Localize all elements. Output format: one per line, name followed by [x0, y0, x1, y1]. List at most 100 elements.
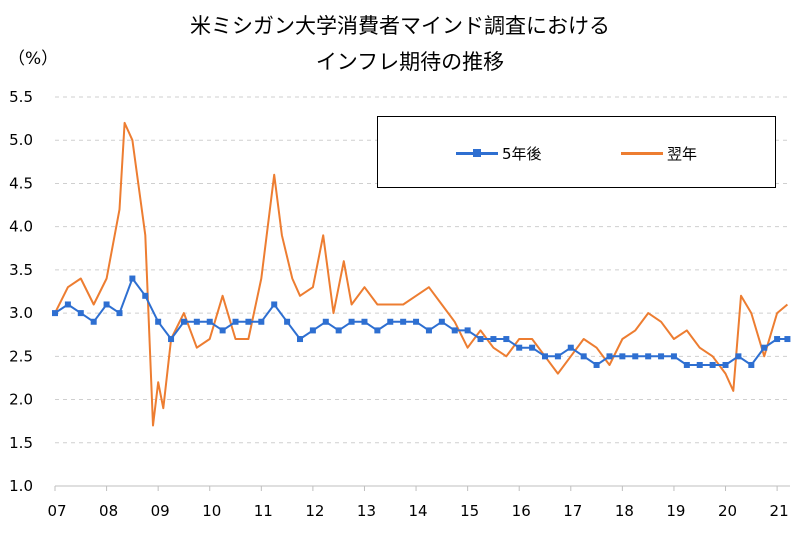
data-point-5y [683, 361, 690, 368]
x-tick-label: 19 [666, 502, 685, 520]
data-point-5y [193, 318, 200, 325]
data-point-5y [322, 318, 329, 325]
x-tick-label: 13 [357, 502, 376, 520]
y-axis-ticks: 1.0 1.5 2.0 2.5 3.0 3.5 4.0 4.5 5.0 5.5 [9, 88, 33, 495]
data-point-5y [413, 318, 420, 325]
x-tick-label: 11 [254, 502, 273, 520]
legend-label-5y: 5年後 [502, 145, 542, 163]
data-point-5y [400, 318, 407, 325]
x-tick-label: 15 [460, 502, 479, 520]
data-point-5y [335, 327, 342, 334]
x-tick-label: 07 [47, 502, 66, 520]
y-tick-label: 5.5 [9, 88, 33, 106]
y-tick-label: 4.0 [9, 218, 33, 236]
data-point-5y [784, 336, 791, 343]
data-point-5y [567, 344, 574, 351]
data-point-5y [206, 318, 213, 325]
data-point-5y [774, 336, 781, 343]
legend-item-1y: 翌年 [621, 143, 697, 164]
data-point-5y [297, 336, 303, 343]
x-tick-label: 09 [151, 502, 170, 520]
data-point-5y [77, 310, 84, 317]
x-tick-label: 17 [563, 502, 582, 520]
y-tick-label: 5.0 [9, 131, 33, 149]
data-point-5y [116, 310, 123, 317]
data-point-5y [258, 318, 265, 325]
data-point-5y [490, 336, 497, 343]
y-tick-label: 2.5 [9, 347, 33, 365]
x-tick-label: 10 [202, 502, 221, 520]
data-point-5y [451, 327, 458, 334]
data-point-5y [129, 275, 136, 282]
data-point-5y [722, 361, 729, 368]
legend: 5年後 翌年 [377, 116, 776, 188]
data-point-5y [361, 318, 368, 325]
data-point-5y [670, 353, 677, 360]
data-point-5y [348, 318, 355, 325]
gridlines [55, 96, 790, 444]
data-point-5y [232, 318, 239, 325]
x-tick-label: 14 [409, 502, 428, 520]
x-tick-label: 08 [99, 502, 118, 520]
y-tick-label: 4.5 [9, 174, 33, 192]
x-tick-label: 18 [615, 502, 634, 520]
data-point-5y [425, 327, 432, 334]
data-point-5y [516, 344, 523, 351]
data-point-5y [168, 336, 175, 343]
data-point-5y [619, 353, 626, 360]
y-tick-label: 1.0 [9, 477, 33, 495]
data-point-5y [64, 301, 71, 308]
data-point-5y [748, 361, 755, 368]
data-point-5y [90, 318, 97, 325]
data-point-5y [387, 318, 394, 325]
x-tick-label: 20 [718, 502, 737, 520]
data-point-5y [658, 353, 665, 360]
data-point-5y [219, 327, 226, 334]
data-point-5y [438, 318, 445, 325]
data-point-5y [580, 353, 587, 360]
data-point-5y [606, 353, 613, 360]
chart-title-line1: 米ミシガン大学消費者マインド調査における [190, 14, 610, 38]
data-point-5y [554, 353, 561, 360]
data-point-5y [645, 353, 652, 360]
data-point-5y [529, 344, 536, 351]
data-point-5y [284, 318, 291, 325]
data-point-5y [761, 344, 768, 351]
data-point-5y [142, 292, 149, 299]
data-point-5y [52, 310, 58, 317]
y-tick-label: 3.0 [9, 304, 33, 322]
series-layer [52, 121, 791, 427]
data-point-5y [593, 361, 600, 368]
legend-swatch-5y [456, 149, 498, 157]
data-point-5y [709, 361, 716, 368]
data-point-5y [155, 318, 162, 325]
chart-title-line2: インフレ期待の推移 [315, 50, 505, 74]
data-point-5y [477, 336, 484, 343]
x-tick-label: 16 [512, 502, 531, 520]
data-point-5y [735, 353, 742, 360]
y-tick-label: 1.5 [9, 434, 33, 452]
x-axis: 07 08 09 10 11 12 13 14 15 16 17 18 19 20 21 [47, 485, 790, 520]
data-point-5y [245, 318, 252, 325]
data-point-5y [464, 327, 471, 334]
x-tick-label: 12 [305, 502, 324, 520]
y-tick-label: 2.0 [9, 391, 33, 409]
x-tick-label: 21 [770, 502, 789, 520]
y-axis-unit: （%） [8, 49, 59, 69]
legend-label-1y: 翌年 [667, 145, 698, 163]
data-point-5y [503, 336, 510, 343]
data-point-5y [103, 301, 110, 308]
series-line-5y [54, 277, 788, 366]
legend-item-5y: 5年後 [456, 143, 542, 164]
data-point-5y [632, 353, 639, 360]
series-line-1y [54, 121, 789, 427]
data-point-5y [180, 318, 187, 325]
data-point-5y [271, 301, 278, 308]
legend-swatch-1y [621, 152, 663, 155]
data-point-5y [309, 327, 316, 334]
y-tick-label: 3.5 [9, 261, 33, 279]
data-point-5y [542, 353, 548, 360]
data-point-5y [696, 361, 703, 368]
data-point-5y [374, 327, 381, 334]
